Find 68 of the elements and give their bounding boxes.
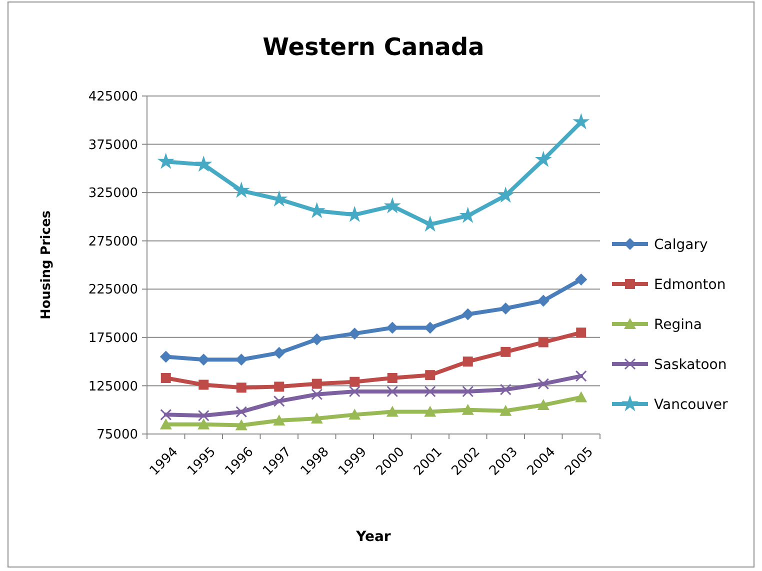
point (160, 372, 171, 383)
point (575, 273, 588, 286)
point (424, 386, 436, 398)
point (462, 308, 474, 320)
y-tick-label: 75000 (96, 428, 138, 443)
y-tick-label: 175000 (88, 330, 138, 346)
legend-label: Vancouver (654, 396, 728, 413)
point (350, 376, 360, 387)
chart-title: Western Canada (262, 33, 484, 61)
point (497, 186, 514, 203)
point (424, 406, 436, 417)
point (235, 419, 248, 430)
point (348, 408, 361, 420)
point (534, 150, 552, 167)
point (538, 378, 550, 390)
x-axis-title: Year (355, 529, 391, 545)
point (273, 414, 286, 426)
legend-label: Regina (654, 316, 702, 333)
point (273, 346, 286, 359)
point (500, 404, 512, 416)
point (198, 418, 210, 430)
legend-label: Saskatoon (654, 356, 727, 373)
point (348, 328, 361, 340)
point (576, 328, 586, 338)
point (575, 391, 588, 402)
point (348, 386, 360, 398)
point (310, 412, 323, 424)
point (538, 337, 548, 348)
point (311, 388, 323, 400)
point (537, 294, 550, 307)
point (462, 386, 474, 398)
point (232, 182, 250, 198)
point (459, 206, 476, 223)
point (537, 399, 550, 410)
y-tick-label: 325000 (88, 186, 138, 202)
point (500, 384, 512, 396)
y-tick-label: 225000 (88, 282, 138, 298)
point (236, 406, 248, 418)
point (157, 152, 174, 169)
point (500, 346, 511, 357)
point (572, 113, 590, 130)
point (425, 370, 436, 380)
point (236, 382, 246, 393)
point (386, 386, 398, 398)
point (198, 410, 210, 422)
point (160, 350, 172, 363)
point (312, 378, 322, 389)
point (198, 380, 209, 390)
point (195, 156, 212, 172)
point (462, 356, 473, 367)
y-axis-title: Housing Prices (39, 210, 54, 320)
legend-label: Calgary (654, 236, 708, 253)
point (386, 406, 398, 417)
y-tick-label: 125000 (88, 379, 138, 394)
point (310, 333, 323, 346)
legend-label: Edmonton (654, 276, 726, 293)
y-tick-label: 425000 (88, 90, 138, 105)
point (384, 197, 401, 214)
point (500, 302, 512, 314)
point (160, 418, 172, 430)
point (274, 382, 284, 392)
point (387, 372, 398, 383)
y-tick-label: 375000 (88, 138, 138, 153)
point (575, 370, 587, 382)
point (273, 395, 285, 407)
point (462, 404, 474, 415)
y-tick-label: 275000 (88, 234, 138, 250)
point (160, 408, 172, 420)
